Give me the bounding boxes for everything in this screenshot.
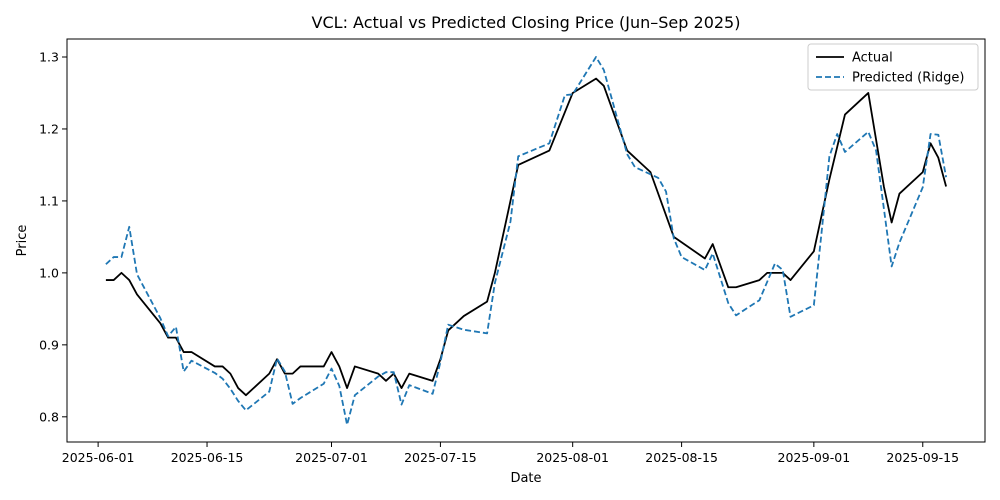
legend-box [807, 43, 979, 91]
series-line-actual [105, 77, 947, 397]
y-tick-label: 1.0 [39, 265, 59, 280]
plot-area [105, 56, 947, 426]
y-tick-label: 1.1 [39, 193, 59, 208]
x-tick-label: 2025-08-01 [536, 450, 609, 465]
legend-label: Predicted (Ridge) [852, 71, 964, 86]
series-line-predicted [105, 56, 947, 426]
x-axis-label: Date [510, 471, 541, 486]
x-tick-label: 2025-07-01 [295, 450, 368, 465]
x-axis: 2025-06-01 2025-06-15 2025-07-01 2025-07-15… [62, 442, 959, 465]
legend: Actual Predicted (Ridge) [807, 43, 979, 91]
legend-label: Actual [852, 51, 893, 66]
x-tick-label: 2025-08-15 [645, 450, 718, 465]
x-tick-label: 2025-09-01 [778, 450, 851, 465]
x-tick-label: 2025-07-15 [404, 450, 477, 465]
x-tick-label: 2025-06-01 [62, 450, 135, 465]
plot-frame [66, 38, 986, 443]
y-axis: 0.8 0.9 1.0 1.1 1.2 1.3 [39, 49, 67, 424]
y-tick-label: 1.2 [39, 121, 59, 136]
y-tick-label: 1.3 [39, 49, 59, 64]
x-tick-label: 2025-06-15 [171, 450, 244, 465]
chart-title: VCL: Actual vs Predicted Closing Price (… [312, 13, 741, 32]
y-tick-label: 0.8 [39, 409, 59, 424]
x-tick-label: 2025-09-15 [886, 450, 959, 465]
y-axis-label: Price [15, 225, 30, 257]
y-tick-label: 0.9 [39, 337, 59, 352]
